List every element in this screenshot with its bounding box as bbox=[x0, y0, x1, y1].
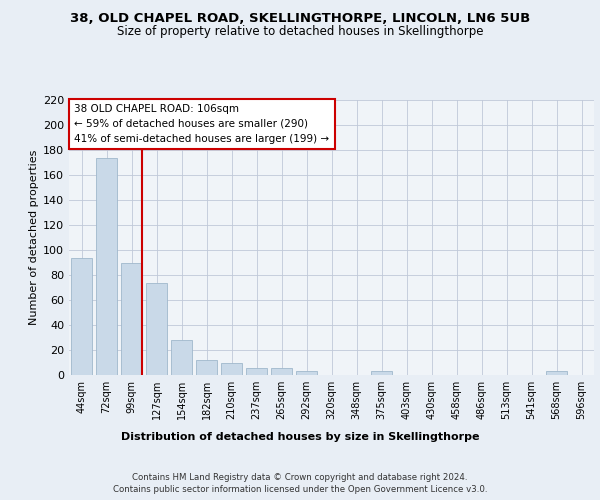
Y-axis label: Number of detached properties: Number of detached properties bbox=[29, 150, 39, 325]
Bar bbox=[246, 368, 267, 375]
Bar bbox=[221, 362, 242, 375]
Bar bbox=[96, 158, 117, 375]
Text: Distribution of detached houses by size in Skellingthorpe: Distribution of detached houses by size … bbox=[121, 432, 479, 442]
Bar bbox=[171, 340, 192, 375]
Bar bbox=[271, 368, 292, 375]
Bar bbox=[296, 371, 317, 375]
Bar bbox=[121, 262, 142, 375]
Text: 38 OLD CHAPEL ROAD: 106sqm
← 59% of detached houses are smaller (290)
41% of sem: 38 OLD CHAPEL ROAD: 106sqm ← 59% of deta… bbox=[74, 104, 329, 144]
Bar bbox=[71, 258, 92, 375]
Bar bbox=[546, 371, 567, 375]
Bar bbox=[146, 282, 167, 375]
Text: Contains HM Land Registry data © Crown copyright and database right 2024.
Contai: Contains HM Land Registry data © Crown c… bbox=[113, 472, 487, 494]
Bar bbox=[196, 360, 217, 375]
Bar bbox=[371, 371, 392, 375]
Text: 38, OLD CHAPEL ROAD, SKELLINGTHORPE, LINCOLN, LN6 5UB: 38, OLD CHAPEL ROAD, SKELLINGTHORPE, LIN… bbox=[70, 12, 530, 26]
Text: Size of property relative to detached houses in Skellingthorpe: Size of property relative to detached ho… bbox=[117, 25, 483, 38]
